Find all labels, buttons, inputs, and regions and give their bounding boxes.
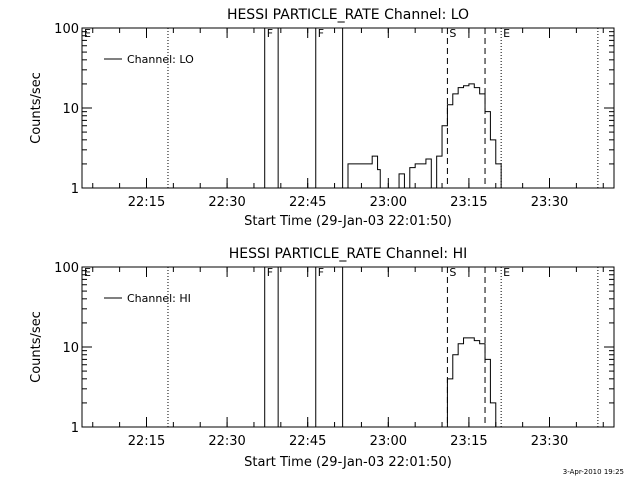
x-tick-label: 22:30 — [208, 195, 245, 210]
y-tick-label: 1 — [71, 421, 79, 436]
x-tick-label: 22:15 — [128, 195, 165, 210]
x-tick-label: 23:00 — [370, 195, 407, 210]
panel-hi: HESSI PARTICLE_RATE Channel: HI 1 10 100 Cou… — [29, 246, 615, 470]
marker-label: F — [318, 266, 324, 279]
y-axis-label: Counts/sec — [29, 311, 44, 383]
marker-label: E — [503, 27, 510, 40]
x-tick-label: 22:15 — [128, 434, 165, 449]
x-axis-label: Start Time (29-Jan-03 22:01:50) — [244, 455, 452, 470]
series-line — [345, 83, 502, 189]
y-tick-label: 1 — [71, 182, 79, 197]
marker-label: S — [449, 27, 456, 40]
x-tick-label: 22:45 — [289, 434, 326, 449]
y-tick-label: 10 — [62, 341, 79, 356]
x-tick-label: 22:45 — [289, 195, 326, 210]
y-axis-label: Counts/sec — [29, 72, 44, 144]
marker-label: F — [318, 27, 324, 40]
x-tick-label: 23:15 — [450, 195, 487, 210]
marker-label: E — [84, 27, 91, 40]
x-axis-label: Start Time (29-Jan-03 22:01:50) — [244, 214, 452, 229]
marker-label: F — [267, 266, 273, 279]
panel-lo: HESSI PARTICLE_RATE Channel: LO 1 10 100 Cou… — [29, 7, 615, 229]
series-line — [442, 337, 497, 428]
x-tick-label: 23:15 — [450, 434, 487, 449]
plot-frame — [81, 266, 615, 428]
footer-timestamp: 3-Apr-2010 19:25 — [563, 468, 624, 476]
legend-label: Channel: LO — [127, 53, 194, 66]
y-tick-label: 10 — [62, 102, 79, 117]
marker-label: E — [503, 266, 510, 279]
marker-label: E — [84, 266, 91, 279]
x-tick-label: 23:30 — [531, 434, 568, 449]
x-tick-label: 22:30 — [208, 434, 245, 449]
marker-label: F — [267, 27, 273, 40]
chart-title: HESSI PARTICLE_RATE Channel: HI — [229, 246, 467, 262]
y-tick-label: 100 — [54, 22, 79, 37]
x-tick-label: 23:30 — [531, 195, 568, 210]
legend-label: Channel: HI — [127, 292, 191, 305]
chart-title: HESSI PARTICLE_RATE Channel: LO — [227, 7, 469, 23]
y-tick-label: 100 — [54, 261, 79, 276]
marker-label: S — [449, 266, 456, 279]
x-tick-label: 23:00 — [370, 434, 407, 449]
